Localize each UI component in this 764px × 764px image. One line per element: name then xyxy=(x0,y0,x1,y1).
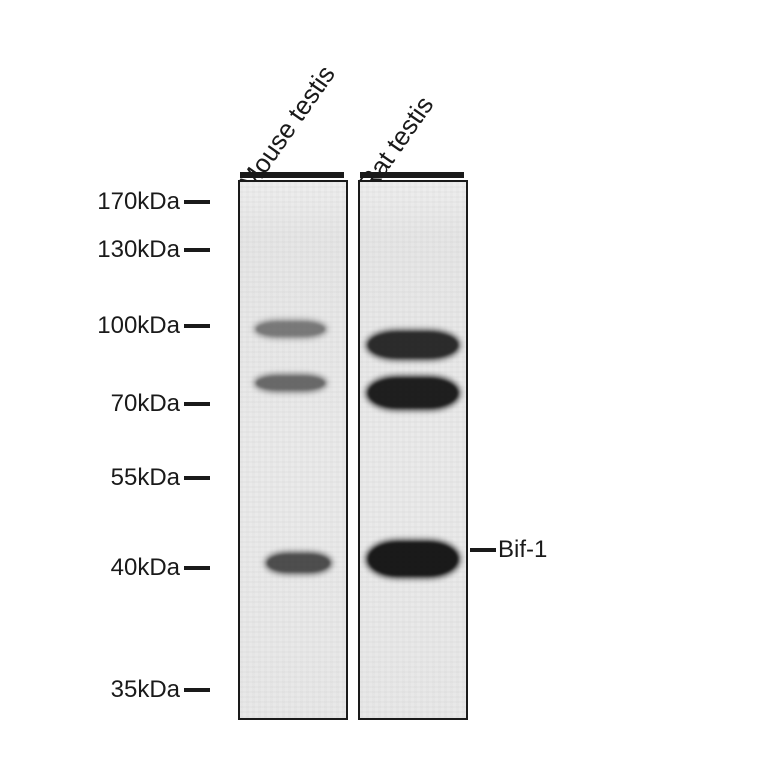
blot-band xyxy=(368,378,457,408)
blot-band xyxy=(256,376,325,390)
mw-label: 35kDa xyxy=(60,676,180,704)
mw-tick xyxy=(184,476,210,480)
lane-1-underline xyxy=(240,172,344,178)
blot-band xyxy=(368,332,457,358)
mw-label: 100kDa xyxy=(60,312,180,340)
lane-noise xyxy=(360,182,466,718)
blot-band xyxy=(267,554,331,572)
mw-tick xyxy=(184,402,210,406)
mw-label: 55kDa xyxy=(60,464,180,492)
blot-lane-1 xyxy=(238,180,348,720)
blot-band xyxy=(368,542,457,576)
mw-label: 170kDa xyxy=(60,188,180,216)
protein-label: Bif-1 xyxy=(498,536,547,564)
mw-label: 40kDa xyxy=(60,554,180,582)
blot-band xyxy=(256,322,325,336)
mw-tick xyxy=(184,688,210,692)
mw-tick xyxy=(184,200,210,204)
blot-figure: Mouse testis Rat testis Bif-1 170kDa130k… xyxy=(0,0,764,764)
mw-tick xyxy=(184,566,210,570)
protein-tick xyxy=(470,548,496,552)
mw-tick xyxy=(184,248,210,252)
blot-lane-2 xyxy=(358,180,468,720)
mw-tick xyxy=(184,324,210,328)
lane-2-underline xyxy=(360,172,464,178)
mw-label: 70kDa xyxy=(60,390,180,418)
mw-label: 130kDa xyxy=(60,236,180,264)
lane-noise xyxy=(240,182,346,718)
